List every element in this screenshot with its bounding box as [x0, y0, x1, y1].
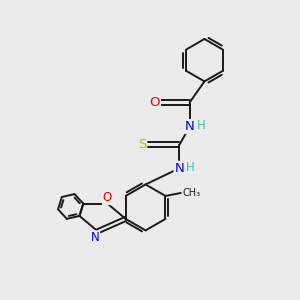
Text: N: N [90, 231, 99, 244]
Text: H: H [196, 119, 205, 132]
Text: S: S [138, 138, 146, 151]
Text: H: H [186, 160, 195, 174]
Text: O: O [103, 191, 112, 204]
Text: N: N [175, 162, 184, 175]
Text: O: O [149, 96, 160, 109]
Text: CH₃: CH₃ [182, 188, 200, 198]
Text: N: N [185, 120, 195, 133]
